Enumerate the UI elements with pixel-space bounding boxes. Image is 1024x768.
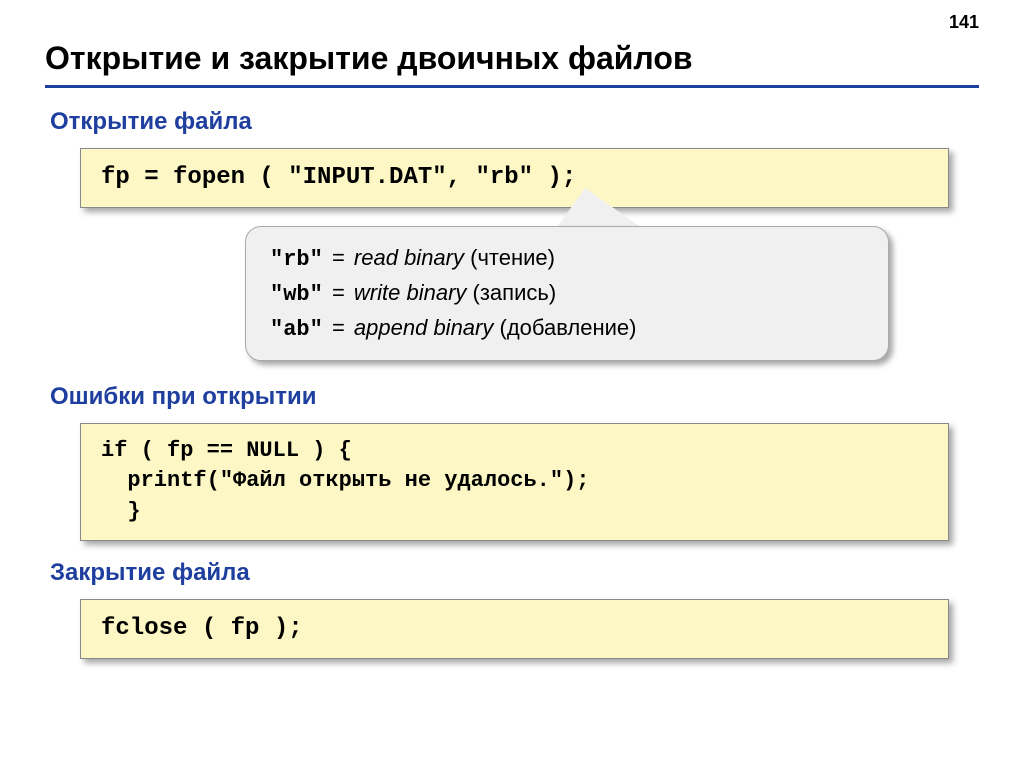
desc-rb-en: read binary (354, 245, 464, 270)
desc-ab-en: append binary (354, 315, 493, 340)
eq: = (332, 280, 345, 305)
slide-title: Открытие и закрытие двоичных файлов (45, 40, 979, 77)
callout-box: "rb" = read binary (чтение) "wb" = write… (245, 226, 889, 361)
callout-row-wb: "wb" = write binary (запись) (270, 276, 864, 311)
desc-wb-en: write binary (354, 280, 466, 305)
page-number: 141 (949, 12, 979, 33)
callout-pointer (555, 188, 645, 230)
callout-wrapper: "rb" = read binary (чтение) "wb" = write… (245, 226, 889, 361)
section-open-heading: Открытие файла (50, 108, 979, 136)
code-errors: if ( fp == NULL ) { printf("Файл открыть… (80, 423, 949, 541)
mode-wb: "wb" (270, 282, 323, 307)
desc-ab-ru: (добавление) (493, 315, 636, 340)
code-close: fclose ( fp ); (80, 599, 949, 659)
callout-row-rb: "rb" = read binary (чтение) (270, 241, 864, 276)
eq: = (332, 245, 345, 270)
mode-rb: "rb" (270, 247, 323, 272)
code-open: fp = fopen ( "INPUT.DAT", "rb" ); (80, 148, 949, 208)
callout-row-ab: "ab" = append binary (добавление) (270, 311, 864, 346)
desc-rb-ru: (чтение) (464, 245, 555, 270)
section-close-heading: Закрытие файла (50, 559, 979, 587)
mode-ab: "ab" (270, 317, 323, 342)
desc-wb-ru: (запись) (466, 280, 556, 305)
section-errors-heading: Ошибки при открытии (50, 383, 979, 411)
title-underline (45, 85, 979, 88)
eq: = (332, 315, 345, 340)
